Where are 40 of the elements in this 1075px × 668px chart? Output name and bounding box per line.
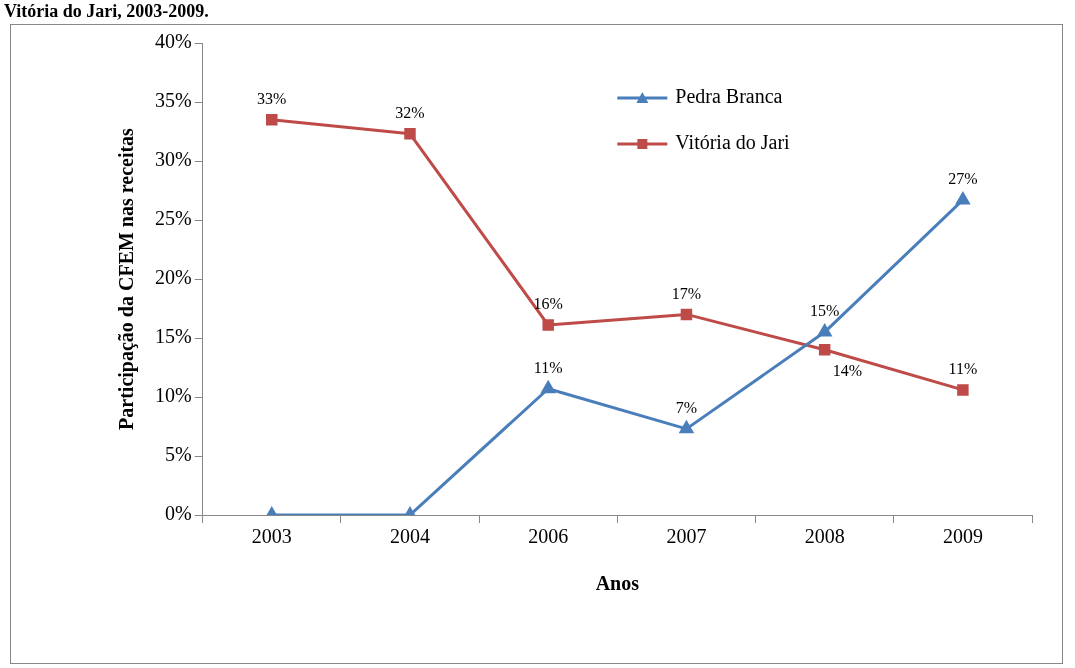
data-label: 11% <box>533 358 563 376</box>
data-label: 33% <box>257 89 287 107</box>
point <box>818 344 831 356</box>
legend-label: Vitória do Jari <box>675 131 791 154</box>
data-label: 7% <box>675 399 698 417</box>
point <box>957 384 969 396</box>
y-tick-label: 15% <box>154 325 192 348</box>
point <box>680 308 693 321</box>
y-tick-label: 25% <box>154 207 192 230</box>
y-tick-label: 30% <box>154 148 192 171</box>
x-axis-title: Anos <box>595 572 640 595</box>
point <box>956 192 970 205</box>
x-tick-label: 2006 <box>528 525 569 548</box>
data-label: 14% <box>832 362 862 379</box>
y-tick-label: 35% <box>154 89 192 112</box>
point <box>404 128 416 140</box>
chart-title: Vitória do Jari, 2003-2009. <box>4 0 209 22</box>
data-label: 27% <box>948 170 978 188</box>
y-tick-label: 10% <box>154 384 192 407</box>
x-tick-label: 2007 <box>666 525 707 548</box>
y-tick-label: 20% <box>154 266 192 289</box>
point <box>541 381 555 394</box>
x-tick-label: 2003 <box>251 525 292 548</box>
data-label: 32% <box>395 104 425 122</box>
data-label: 11% <box>948 360 978 378</box>
point <box>679 421 694 434</box>
data-label: 17% <box>671 284 702 302</box>
y-tick-label: 40% <box>154 30 192 53</box>
x-tick-label: 2009 <box>942 525 983 548</box>
data-label: 15% <box>810 302 840 320</box>
legend-label: Pedra Branca <box>675 85 783 108</box>
data-label: 16% <box>533 295 563 313</box>
x-tick-label: 2008 <box>804 525 845 548</box>
point <box>542 319 554 331</box>
y-tick-label: 5% <box>164 443 192 466</box>
point <box>266 113 278 126</box>
x-tick-label: 2004 <box>390 525 430 548</box>
point <box>817 324 832 337</box>
y-tick-label: 0% <box>164 502 192 525</box>
y-axis-title: Participação da CFEM nas receitas <box>115 127 139 430</box>
